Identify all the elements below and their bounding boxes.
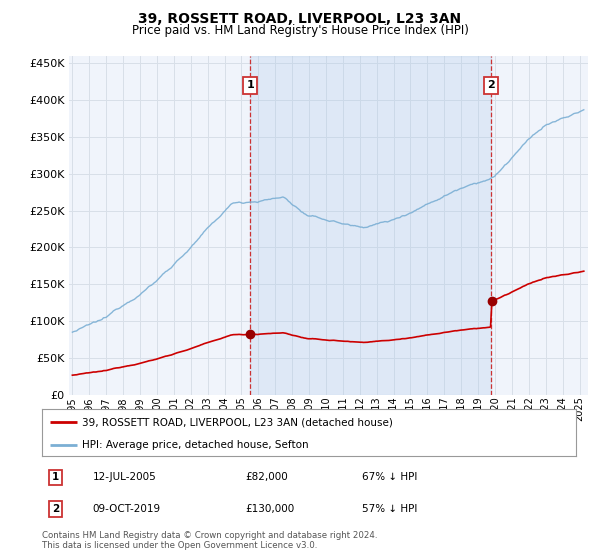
Text: 39, ROSSETT ROAD, LIVERPOOL, L23 3AN: 39, ROSSETT ROAD, LIVERPOOL, L23 3AN xyxy=(139,12,461,26)
Text: Price paid vs. HM Land Registry's House Price Index (HPI): Price paid vs. HM Land Registry's House … xyxy=(131,24,469,36)
Text: 2: 2 xyxy=(487,81,495,91)
Text: 2: 2 xyxy=(52,504,59,514)
Text: 57% ↓ HPI: 57% ↓ HPI xyxy=(362,504,418,514)
Text: Contains HM Land Registry data © Crown copyright and database right 2024.
This d: Contains HM Land Registry data © Crown c… xyxy=(42,531,377,550)
Text: 39, ROSSETT ROAD, LIVERPOOL, L23 3AN (detached house): 39, ROSSETT ROAD, LIVERPOOL, L23 3AN (de… xyxy=(82,417,393,427)
Text: HPI: Average price, detached house, Sefton: HPI: Average price, detached house, Seft… xyxy=(82,440,308,450)
Text: 09-OCT-2019: 09-OCT-2019 xyxy=(93,504,161,514)
Text: 1: 1 xyxy=(52,473,59,483)
Text: 1: 1 xyxy=(247,81,254,91)
Text: 12-JUL-2005: 12-JUL-2005 xyxy=(93,473,157,483)
Text: £82,000: £82,000 xyxy=(245,473,287,483)
Text: £130,000: £130,000 xyxy=(245,504,294,514)
Text: 67% ↓ HPI: 67% ↓ HPI xyxy=(362,473,418,483)
Bar xyxy=(250,56,491,395)
